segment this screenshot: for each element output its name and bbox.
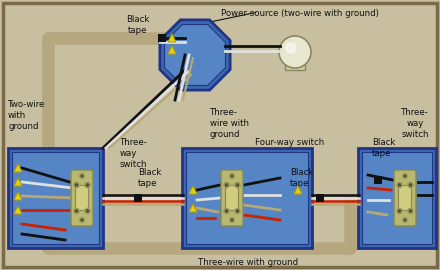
Circle shape bbox=[85, 208, 90, 214]
Circle shape bbox=[409, 210, 412, 212]
Polygon shape bbox=[168, 34, 176, 42]
Bar bbox=[285, 60, 305, 70]
Text: Two-wire
with
ground: Two-wire with ground bbox=[8, 100, 45, 131]
Circle shape bbox=[225, 184, 228, 186]
FancyBboxPatch shape bbox=[225, 185, 238, 211]
Circle shape bbox=[86, 184, 89, 186]
Circle shape bbox=[74, 208, 79, 214]
Text: Black
tape: Black tape bbox=[138, 168, 161, 188]
Polygon shape bbox=[165, 25, 225, 86]
Bar bbox=[186, 152, 308, 244]
Text: Black
tape: Black tape bbox=[290, 168, 313, 188]
Polygon shape bbox=[14, 178, 22, 186]
Circle shape bbox=[408, 182, 413, 188]
Circle shape bbox=[398, 184, 401, 186]
Polygon shape bbox=[189, 186, 197, 194]
Circle shape bbox=[85, 182, 90, 188]
Circle shape bbox=[231, 175, 233, 177]
Circle shape bbox=[80, 174, 84, 178]
Text: Four-way switch: Four-way switch bbox=[255, 138, 324, 147]
Circle shape bbox=[230, 218, 235, 222]
Circle shape bbox=[404, 219, 406, 221]
FancyBboxPatch shape bbox=[76, 185, 88, 211]
Circle shape bbox=[235, 182, 240, 188]
Text: Three-
way
switch: Three- way switch bbox=[120, 138, 148, 169]
Circle shape bbox=[86, 210, 89, 212]
Polygon shape bbox=[294, 186, 302, 194]
Circle shape bbox=[81, 175, 83, 177]
FancyBboxPatch shape bbox=[394, 170, 416, 226]
Circle shape bbox=[404, 175, 406, 177]
Circle shape bbox=[397, 208, 402, 214]
FancyBboxPatch shape bbox=[399, 185, 411, 211]
Circle shape bbox=[224, 182, 229, 188]
Text: Black
tape: Black tape bbox=[372, 138, 396, 158]
Circle shape bbox=[235, 208, 240, 214]
Circle shape bbox=[236, 210, 238, 212]
Circle shape bbox=[80, 218, 84, 222]
FancyBboxPatch shape bbox=[221, 170, 243, 226]
Circle shape bbox=[230, 174, 235, 178]
Polygon shape bbox=[160, 20, 230, 90]
Circle shape bbox=[408, 208, 413, 214]
Circle shape bbox=[225, 210, 228, 212]
Text: Power source (two-wire with ground): Power source (two-wire with ground) bbox=[221, 9, 379, 18]
Bar bbox=[12, 152, 99, 244]
Bar bbox=[362, 152, 432, 244]
Bar bbox=[158, 34, 166, 42]
Bar bbox=[358, 148, 436, 248]
Polygon shape bbox=[168, 46, 176, 54]
Circle shape bbox=[286, 43, 296, 53]
Circle shape bbox=[224, 208, 229, 214]
Circle shape bbox=[409, 184, 412, 186]
Polygon shape bbox=[14, 164, 22, 172]
Text: Three-
way
switch: Three- way switch bbox=[401, 108, 429, 139]
Circle shape bbox=[398, 210, 401, 212]
Text: Black
tape: Black tape bbox=[126, 15, 150, 35]
Bar bbox=[316, 194, 324, 202]
Polygon shape bbox=[14, 206, 22, 214]
Circle shape bbox=[74, 182, 79, 188]
Bar bbox=[134, 194, 142, 202]
Circle shape bbox=[75, 210, 78, 212]
Circle shape bbox=[397, 182, 402, 188]
Bar bbox=[374, 176, 382, 184]
FancyBboxPatch shape bbox=[71, 170, 93, 226]
Bar bbox=[8, 148, 103, 248]
Circle shape bbox=[403, 218, 407, 222]
Polygon shape bbox=[14, 192, 22, 200]
Circle shape bbox=[403, 174, 407, 178]
Circle shape bbox=[231, 219, 233, 221]
Polygon shape bbox=[189, 204, 197, 212]
Text: Three-wire with ground: Three-wire with ground bbox=[198, 258, 298, 267]
Text: Three-
wire with
ground: Three- wire with ground bbox=[210, 108, 249, 139]
Circle shape bbox=[236, 184, 238, 186]
Circle shape bbox=[81, 219, 83, 221]
Circle shape bbox=[279, 36, 311, 68]
Bar bbox=[182, 148, 312, 248]
Circle shape bbox=[75, 184, 78, 186]
